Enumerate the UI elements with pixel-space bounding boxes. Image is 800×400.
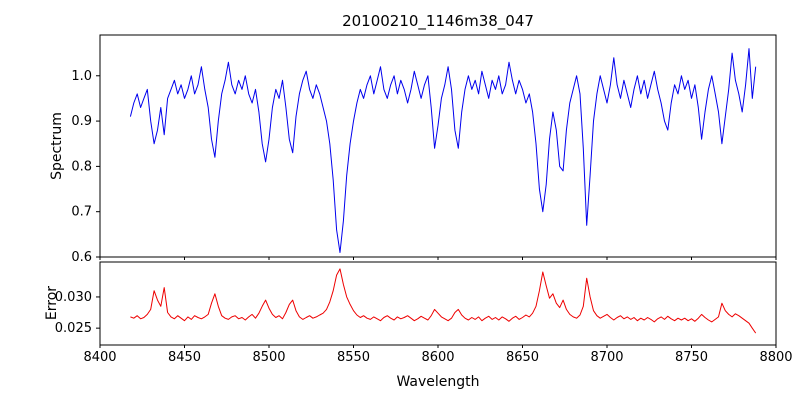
x-tick-label: 8750 (675, 350, 708, 365)
error-axis-label: Error (44, 285, 60, 321)
x-tick-label: 8450 (168, 350, 201, 365)
y-tick-label: 0.6 (71, 250, 92, 265)
x-tick-label: 8700 (590, 350, 623, 365)
y-tick-label: 0.030 (55, 290, 92, 305)
error-axes-frame (99, 261, 777, 346)
y-tick-label: 0.7 (71, 205, 92, 220)
x-axis-label: Wavelength (396, 374, 480, 390)
spectrum-line (129, 48, 757, 253)
y-tick-label: 0.025 (55, 321, 92, 336)
x-tick-label: 8550 (337, 350, 370, 365)
x-tick-label: 8650 (506, 350, 539, 365)
chart-title: 20100210_1146m38_047 (342, 12, 534, 30)
x-tick-label: 8500 (252, 350, 285, 365)
x-tick-label: 8400 (83, 350, 116, 365)
error-line (130, 268, 757, 334)
y-tick-label: 0.9 (71, 114, 92, 129)
x-tick-label: 8600 (421, 350, 454, 365)
y-tick-label: 0.8 (71, 159, 92, 174)
x-tick-label: 8800 (759, 350, 792, 365)
spectrum-axis-label: Spectrum (49, 112, 65, 180)
y-tick-label: 1.0 (71, 69, 92, 84)
